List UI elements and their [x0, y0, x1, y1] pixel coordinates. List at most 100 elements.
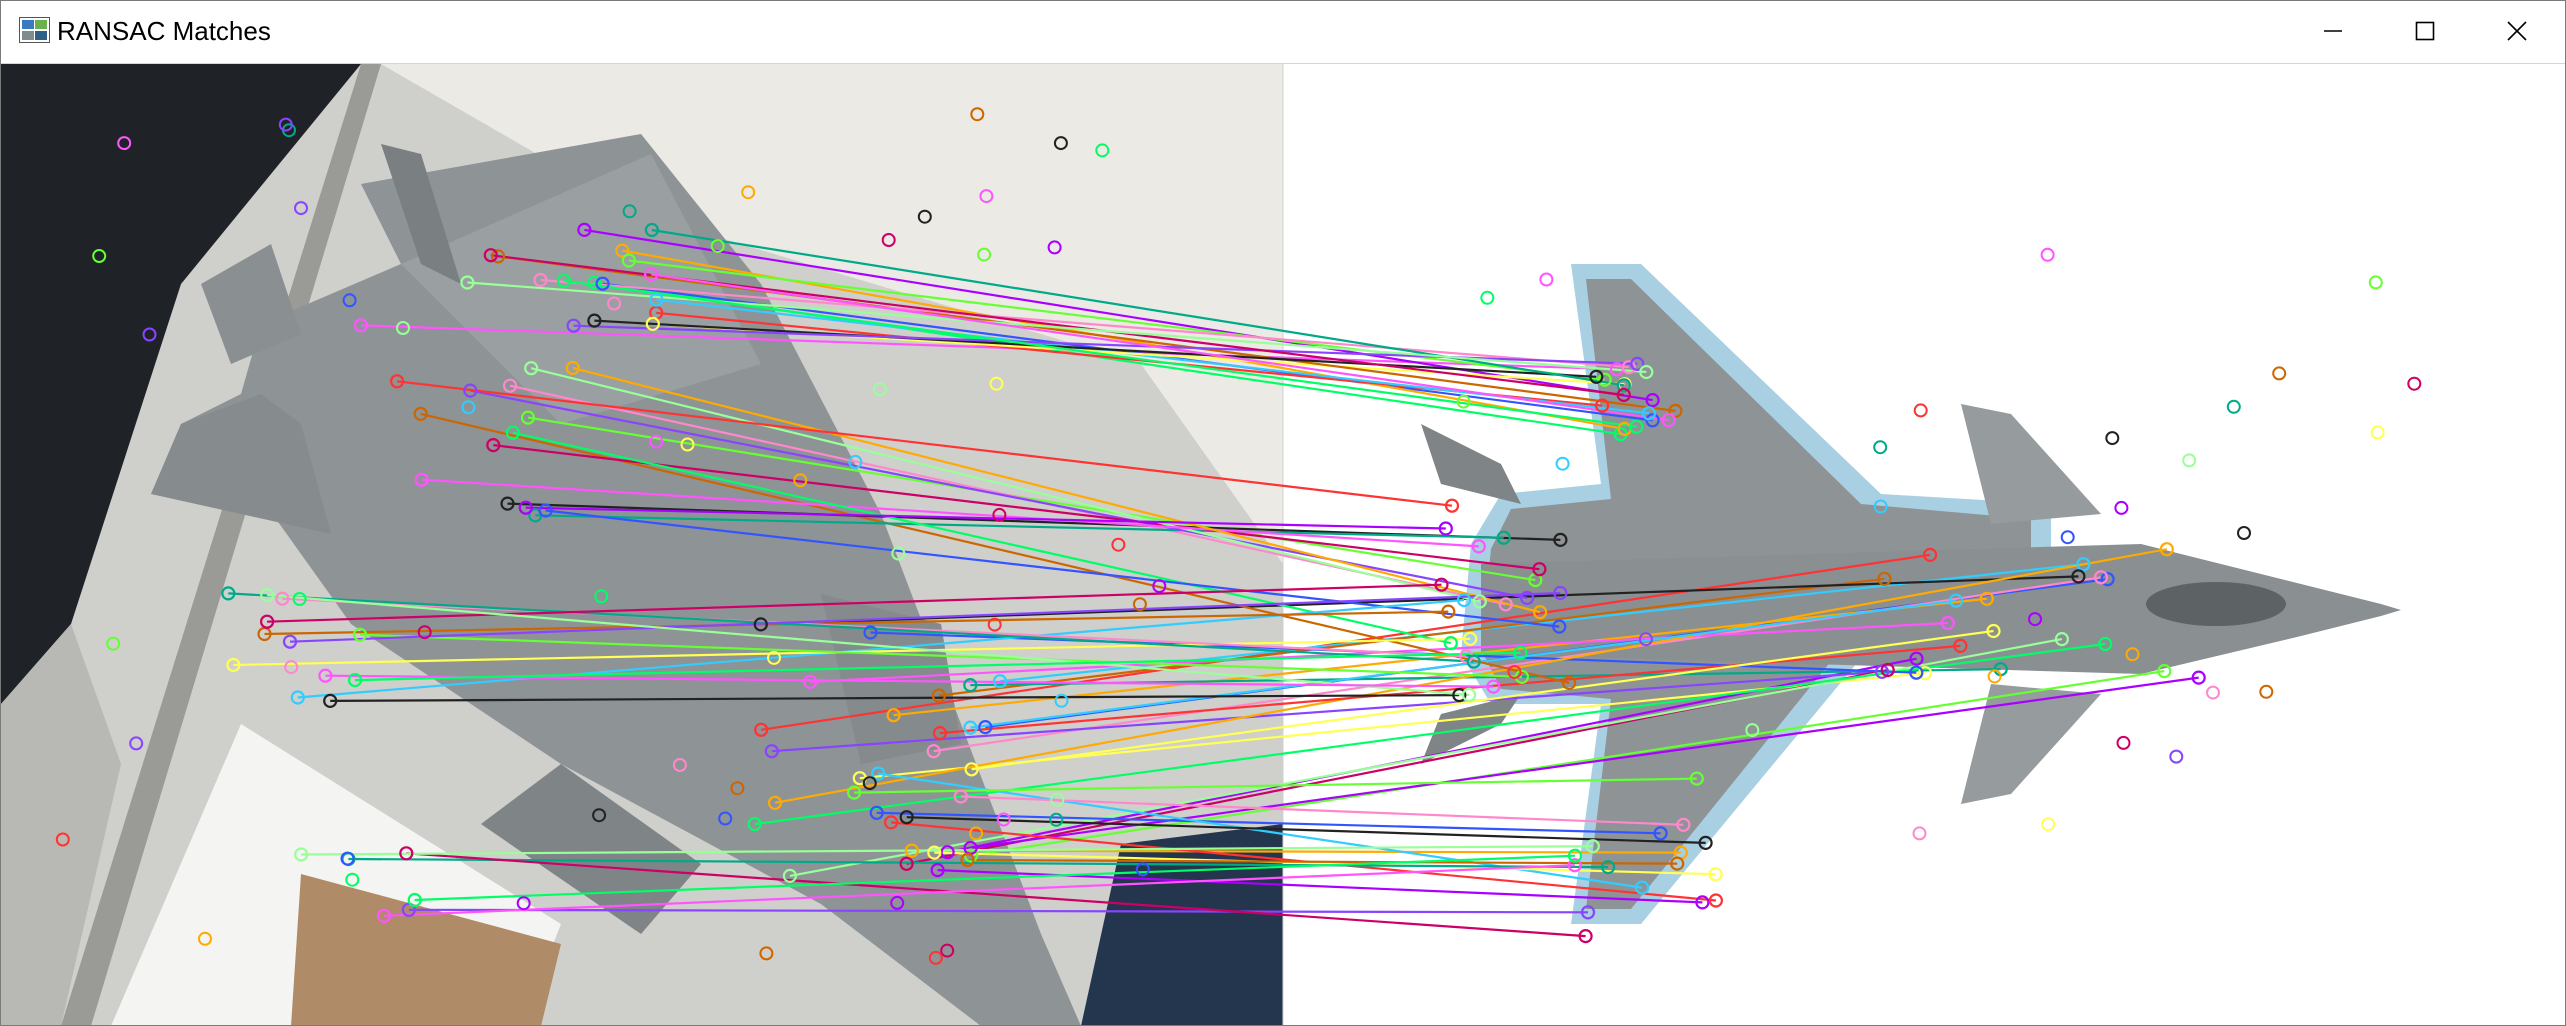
keypoint-marker [2041, 817, 2056, 832]
match-line [414, 854, 1576, 902]
keypoint-marker [1434, 577, 1449, 592]
match-line [507, 502, 1561, 541]
keypoint-marker [872, 382, 887, 397]
keypoint-marker [759, 946, 774, 961]
match-line [359, 633, 1522, 678]
match-line [970, 599, 1957, 729]
match-line [325, 674, 1494, 688]
keypoint-marker [340, 851, 355, 866]
keypoint-marker [2182, 453, 2197, 468]
match-line [572, 366, 1541, 614]
keypoint-marker [1953, 638, 1968, 654]
keypoint-marker [1645, 393, 1660, 408]
keypoint-marker [1600, 859, 1616, 875]
keypoint-marker [1922, 547, 1938, 562]
keypoint-marker [927, 845, 942, 860]
keypoint-marker [226, 657, 241, 673]
keypoint-marker [1594, 398, 1610, 413]
keypoint-marker [2116, 735, 2131, 750]
keypoint-marker [1645, 413, 1660, 428]
keypoint-marker [767, 795, 783, 810]
keypoint-marker [1948, 593, 1964, 608]
keypoint-marker [1480, 290, 1495, 305]
keypoint-marker [969, 826, 984, 841]
keypoint-marker [1049, 812, 1064, 827]
keypoint-marker [345, 872, 360, 887]
keypoint-marker [294, 847, 309, 862]
match-line [971, 629, 1994, 771]
match-line [467, 281, 1647, 374]
keypoint-marker [342, 293, 357, 308]
maximize-button[interactable] [2379, 1, 2471, 61]
match-line [301, 845, 1593, 856]
keypoint-marker [502, 378, 518, 393]
keypoint-marker [1880, 662, 1895, 678]
keypoint-marker [2159, 542, 2174, 557]
maximize-icon [2415, 21, 2435, 41]
keypoint-marker [862, 776, 877, 791]
close-button[interactable] [2471, 1, 2563, 61]
keypoint-marker [2206, 685, 2220, 700]
match-line [960, 795, 1684, 826]
match-line [396, 380, 1453, 507]
keypoint-marker [1441, 604, 1456, 619]
keypoint-marker [2368, 275, 2383, 290]
keypoint-marker [520, 410, 536, 425]
keypoint-marker [294, 201, 308, 216]
keypoint-marker [992, 507, 1007, 522]
keypoint-marker [2125, 647, 2140, 662]
keypoint-marker [587, 275, 602, 290]
match-line [406, 852, 1586, 938]
keypoints [55, 107, 2422, 965]
minimize-button[interactable] [2287, 1, 2379, 61]
keypoint-marker [2407, 376, 2422, 391]
keypoint-marker [463, 383, 478, 398]
keypoint-marker [953, 789, 968, 804]
keypoint-marker [399, 846, 414, 861]
keypoint-marker [1698, 835, 1713, 851]
match-line [267, 593, 1470, 696]
keypoint-marker [460, 275, 475, 290]
keypoint-marker [1532, 605, 1548, 620]
keypoint-marker [347, 672, 363, 688]
keypoint-marker [747, 816, 762, 832]
keypoint-marker [1578, 928, 1593, 944]
keypoint-marker [556, 273, 572, 288]
keypoint-marker [1539, 272, 1554, 287]
keypoint-marker [741, 185, 756, 200]
keypoint-marker [649, 434, 664, 449]
match-line [754, 642, 2106, 826]
keypoint-marker [565, 360, 580, 376]
keypoint-marker [2100, 572, 2115, 587]
keypoint-marker [645, 316, 660, 331]
keypoint-marker [1708, 867, 1723, 882]
match-line [348, 857, 1609, 869]
keypoint-marker [992, 674, 1008, 689]
keypoint-marker [323, 693, 338, 709]
keypoint-marker [2191, 670, 2206, 685]
keypoint-marker [538, 503, 553, 518]
match-line [911, 849, 1681, 854]
keypoint-marker [1555, 456, 1570, 471]
match-line [354, 651, 1521, 682]
keypoint-marker [396, 321, 410, 335]
keypoint-marker [2259, 684, 2274, 699]
keypoint-marker [491, 249, 506, 264]
match-line [408, 908, 1589, 914]
keypoint-marker [649, 292, 664, 307]
keypoint-marker [1456, 394, 1471, 409]
keypoint-marker [2040, 247, 2055, 262]
keypoint-marker [1553, 532, 1568, 547]
keypoint-marker [413, 406, 428, 421]
title-bar[interactable]: RANSAC Matches [1, 1, 2565, 64]
match-line [493, 444, 1540, 571]
keypoint-marker [890, 895, 905, 910]
match-line [384, 864, 1575, 917]
match-line [934, 851, 1716, 876]
keypoint-marker [566, 318, 581, 333]
match-line [228, 592, 1474, 663]
keypoint-marker [92, 249, 107, 263]
match-line [330, 693, 1460, 703]
keypoint-marker [977, 247, 992, 262]
